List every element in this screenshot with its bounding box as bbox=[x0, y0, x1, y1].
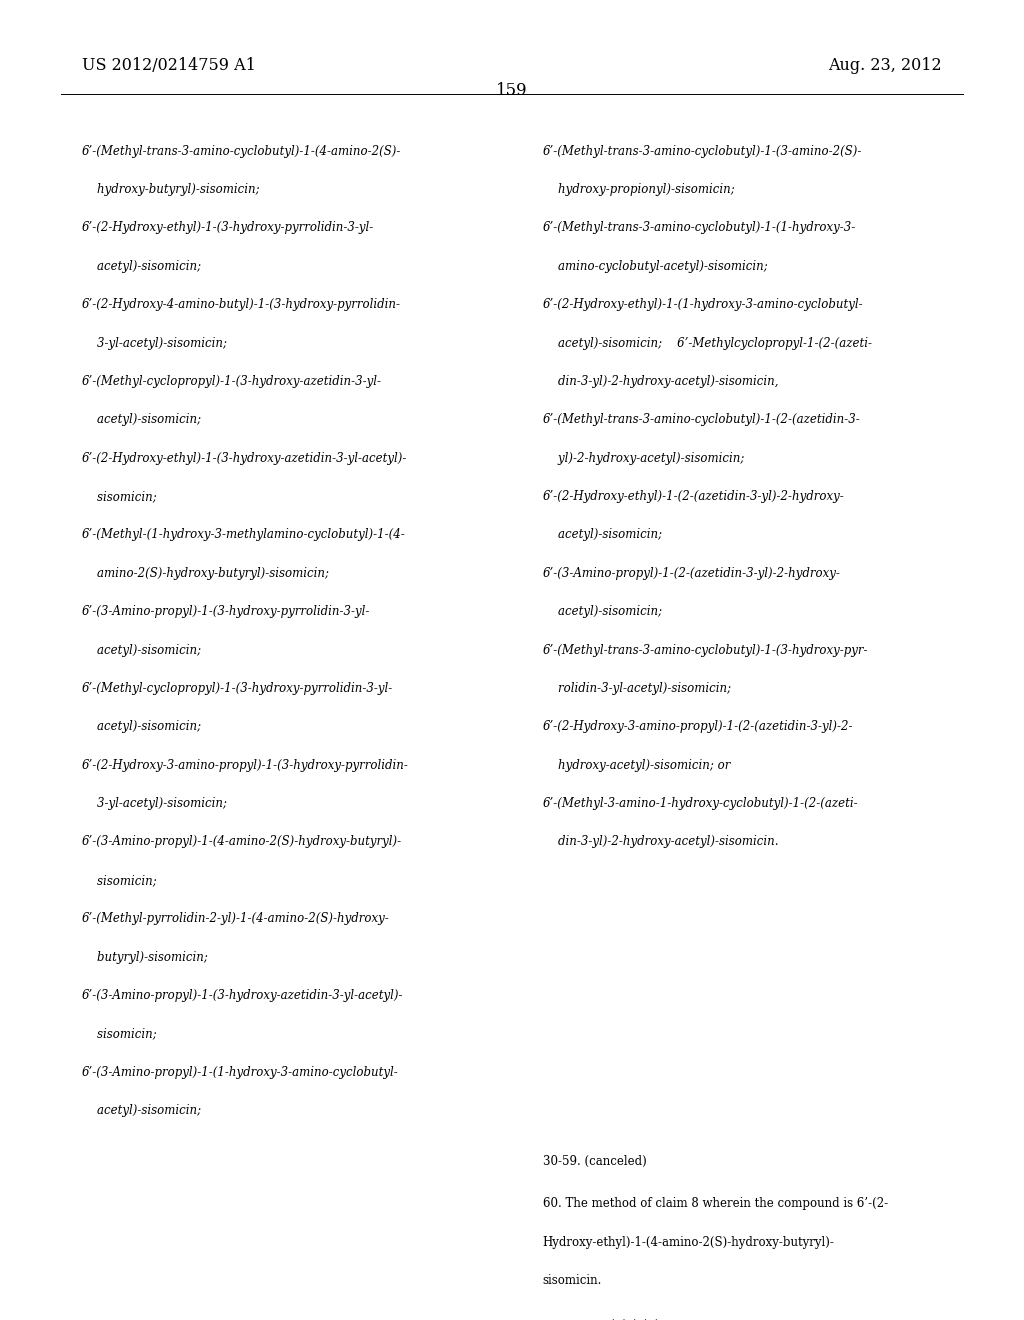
Text: 30-59. (canceled): 30-59. (canceled) bbox=[543, 1155, 646, 1168]
Text: acetyl)-sisomicin;: acetyl)-sisomicin; bbox=[82, 260, 201, 273]
Text: 3-yl-acetyl)-sisomicin;: 3-yl-acetyl)-sisomicin; bbox=[82, 337, 227, 350]
Text: amino-2(S)-hydroxy-butyryl)-sisomicin;: amino-2(S)-hydroxy-butyryl)-sisomicin; bbox=[82, 566, 329, 579]
Text: 6’-(Methyl-(1-hydroxy-3-methylamino-cyclobutyl)-1-(4-: 6’-(Methyl-(1-hydroxy-3-methylamino-cycl… bbox=[82, 528, 406, 541]
Text: 6’-(3-Amino-propyl)-1-(2-(azetidin-3-yl)-2-hydroxy-: 6’-(3-Amino-propyl)-1-(2-(azetidin-3-yl)… bbox=[543, 566, 841, 579]
Text: 6’-(Methyl-trans-3-amino-cyclobutyl)-1-(3-hydroxy-pyr-: 6’-(Methyl-trans-3-amino-cyclobutyl)-1-(… bbox=[543, 644, 868, 656]
Text: acetyl)-sisomicin;: acetyl)-sisomicin; bbox=[82, 1104, 201, 1117]
Text: acetyl)-sisomicin;    6’-Methylcyclopropyl-1-(2-(azeti-: acetyl)-sisomicin; 6’-Methylcyclopropyl-… bbox=[543, 337, 871, 350]
Text: 6’-(Methyl-cyclopropyl)-1-(3-hydroxy-azetidin-3-yl-: 6’-(Methyl-cyclopropyl)-1-(3-hydroxy-aze… bbox=[82, 375, 382, 388]
Text: acetyl)-sisomicin;: acetyl)-sisomicin; bbox=[543, 528, 662, 541]
Text: acetyl)-sisomicin;: acetyl)-sisomicin; bbox=[82, 413, 201, 426]
Text: sisomicin;: sisomicin; bbox=[82, 874, 157, 887]
Text: din-3-yl)-2-hydroxy-acetyl)-sisomicin.: din-3-yl)-2-hydroxy-acetyl)-sisomicin. bbox=[543, 836, 778, 849]
Text: * * * * *: * * * * * bbox=[610, 1319, 659, 1320]
Text: sisomicin;: sisomicin; bbox=[82, 1027, 157, 1040]
Text: 6’-(3-Amino-propyl)-1-(3-hydroxy-azetidin-3-yl-acetyl)-: 6’-(3-Amino-propyl)-1-(3-hydroxy-azetidi… bbox=[82, 989, 403, 1002]
Text: 6’-(Methyl-cyclopropyl)-1-(3-hydroxy-pyrrolidin-3-yl-: 6’-(Methyl-cyclopropyl)-1-(3-hydroxy-pyr… bbox=[82, 682, 393, 694]
Text: 6’-(2-Hydroxy-ethyl)-1-(3-hydroxy-pyrrolidin-3-yl-: 6’-(2-Hydroxy-ethyl)-1-(3-hydroxy-pyrrol… bbox=[82, 222, 374, 235]
Text: hydroxy-acetyl)-sisomicin; or: hydroxy-acetyl)-sisomicin; or bbox=[543, 759, 730, 772]
Text: hydroxy-butyryl)-sisomicin;: hydroxy-butyryl)-sisomicin; bbox=[82, 183, 259, 197]
Text: 6’-(Methyl-trans-3-amino-cyclobutyl)-1-(2-(azetidin-3-: 6’-(Methyl-trans-3-amino-cyclobutyl)-1-(… bbox=[543, 413, 860, 426]
Text: 6’-(Methyl-trans-3-amino-cyclobutyl)-1-(1-hydroxy-3-: 6’-(Methyl-trans-3-amino-cyclobutyl)-1-(… bbox=[543, 222, 856, 235]
Text: 3-yl-acetyl)-sisomicin;: 3-yl-acetyl)-sisomicin; bbox=[82, 797, 227, 810]
Text: amino-cyclobutyl-acetyl)-sisomicin;: amino-cyclobutyl-acetyl)-sisomicin; bbox=[543, 260, 767, 273]
Text: 6’-(Methyl-3-amino-1-hydroxy-cyclobutyl)-1-(2-(azeti-: 6’-(Methyl-3-amino-1-hydroxy-cyclobutyl)… bbox=[543, 797, 858, 810]
Text: 6’-(Methyl-trans-3-amino-cyclobutyl)-1-(4-amino-2(S)-: 6’-(Methyl-trans-3-amino-cyclobutyl)-1-(… bbox=[82, 145, 401, 157]
Text: 6’-(2-Hydroxy-3-amino-propyl)-1-(3-hydroxy-pyrrolidin-: 6’-(2-Hydroxy-3-amino-propyl)-1-(3-hydro… bbox=[82, 759, 409, 772]
Text: hydroxy-propionyl)-sisomicin;: hydroxy-propionyl)-sisomicin; bbox=[543, 183, 734, 197]
Text: Hydroxy-ethyl)-1-(4-amino-2(S)-hydroxy-butyryl)-: Hydroxy-ethyl)-1-(4-amino-2(S)-hydroxy-b… bbox=[543, 1236, 835, 1249]
Text: 159: 159 bbox=[497, 82, 527, 99]
Text: US 2012/0214759 A1: US 2012/0214759 A1 bbox=[82, 57, 256, 74]
Text: 6’-(3-Amino-propyl)-1-(4-amino-2(S)-hydroxy-butyryl)-: 6’-(3-Amino-propyl)-1-(4-amino-2(S)-hydr… bbox=[82, 836, 402, 849]
Text: 6’-(2-Hydroxy-ethyl)-1-(1-hydroxy-3-amino-cyclobutyl-: 6’-(2-Hydroxy-ethyl)-1-(1-hydroxy-3-amin… bbox=[543, 298, 863, 312]
Text: acetyl)-sisomicin;: acetyl)-sisomicin; bbox=[543, 605, 662, 618]
Text: butyryl)-sisomicin;: butyryl)-sisomicin; bbox=[82, 950, 208, 964]
Text: 6’-(2-Hydroxy-4-amino-butyl)-1-(3-hydroxy-pyrrolidin-: 6’-(2-Hydroxy-4-amino-butyl)-1-(3-hydrox… bbox=[82, 298, 401, 312]
Text: 6’-(2-Hydroxy-3-amino-propyl)-1-(2-(azetidin-3-yl)-2-: 6’-(2-Hydroxy-3-amino-propyl)-1-(2-(azet… bbox=[543, 721, 853, 734]
Text: 60. The method of claim 8 wherein the compound is 6’-(2-: 60. The method of claim 8 wherein the co… bbox=[543, 1197, 888, 1210]
Text: 6’-(3-Amino-propyl)-1-(1-hydroxy-3-amino-cyclobutyl-: 6’-(3-Amino-propyl)-1-(1-hydroxy-3-amino… bbox=[82, 1065, 398, 1078]
Text: acetyl)-sisomicin;: acetyl)-sisomicin; bbox=[82, 721, 201, 734]
Text: yl)-2-hydroxy-acetyl)-sisomicin;: yl)-2-hydroxy-acetyl)-sisomicin; bbox=[543, 451, 744, 465]
Text: 6’-(2-Hydroxy-ethyl)-1-(2-(azetidin-3-yl)-2-hydroxy-: 6’-(2-Hydroxy-ethyl)-1-(2-(azetidin-3-yl… bbox=[543, 490, 845, 503]
Text: 6’-(Methyl-pyrrolidin-2-yl)-1-(4-amino-2(S)-hydroxy-: 6’-(Methyl-pyrrolidin-2-yl)-1-(4-amino-2… bbox=[82, 912, 390, 925]
Text: 6’-(3-Amino-propyl)-1-(3-hydroxy-pyrrolidin-3-yl-: 6’-(3-Amino-propyl)-1-(3-hydroxy-pyrroli… bbox=[82, 605, 371, 618]
Text: 6’-(2-Hydroxy-ethyl)-1-(3-hydroxy-azetidin-3-yl-acetyl)-: 6’-(2-Hydroxy-ethyl)-1-(3-hydroxy-azetid… bbox=[82, 451, 408, 465]
Text: rolidin-3-yl-acetyl)-sisomicin;: rolidin-3-yl-acetyl)-sisomicin; bbox=[543, 682, 731, 694]
Text: sisomicin;: sisomicin; bbox=[82, 490, 157, 503]
Text: din-3-yl)-2-hydroxy-acetyl)-sisomicin,: din-3-yl)-2-hydroxy-acetyl)-sisomicin, bbox=[543, 375, 778, 388]
Text: sisomicin.: sisomicin. bbox=[543, 1274, 602, 1287]
Text: acetyl)-sisomicin;: acetyl)-sisomicin; bbox=[82, 644, 201, 656]
Text: 6’-(Methyl-trans-3-amino-cyclobutyl)-1-(3-amino-2(S)-: 6’-(Methyl-trans-3-amino-cyclobutyl)-1-(… bbox=[543, 145, 862, 157]
Text: Aug. 23, 2012: Aug. 23, 2012 bbox=[828, 57, 942, 74]
